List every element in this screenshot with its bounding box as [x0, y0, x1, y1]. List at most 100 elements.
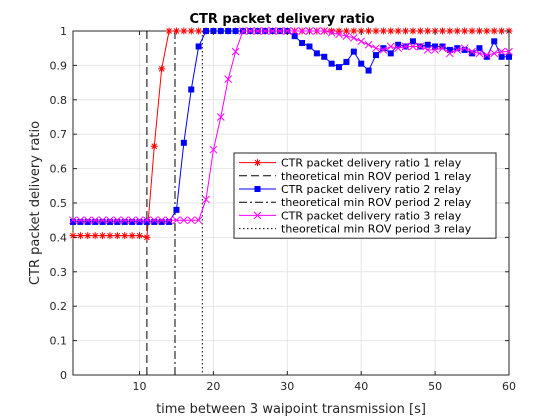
data-point-0-7	[121, 232, 129, 240]
data-point-0-41	[372, 27, 380, 35]
data-point-0-36	[335, 27, 343, 35]
data-point-4-27	[268, 27, 277, 35]
data-point-2-31	[299, 40, 306, 47]
data-point-4-36	[335, 30, 343, 39]
data-point-4-39	[357, 37, 366, 46]
y-tick-label-7: 0.7	[50, 128, 68, 141]
series-line-4	[73, 30, 509, 221]
data-point-2-21	[225, 28, 232, 34]
data-point-4-35	[327, 28, 336, 37]
data-point-4-0	[69, 216, 77, 225]
data-point-4-57	[490, 49, 499, 58]
data-point-2-56	[483, 53, 490, 60]
chart-title: CTR packet delivery ratio	[189, 12, 374, 27]
data-point-4-2	[83, 216, 92, 225]
data-point-0-3	[91, 232, 99, 240]
data-point-4-58	[497, 47, 506, 56]
x-tick-label-5: 60	[502, 380, 516, 393]
data-point-2-35	[328, 60, 335, 67]
data-point-4-23	[239, 27, 247, 35]
y-tick-label-3: 0.3	[50, 266, 68, 279]
data-point-4-18	[202, 195, 210, 204]
y-tick-label-6: 0.6	[50, 163, 68, 176]
data-point-2-57	[491, 38, 498, 45]
data-point-4-45	[401, 42, 410, 51]
data-point-2-2	[84, 218, 91, 225]
data-point-2-36	[336, 64, 343, 71]
data-point-0-54	[468, 27, 476, 35]
y-axis-label: CTR packet delivery ratio	[28, 121, 43, 285]
data-point-4-6	[113, 216, 122, 225]
data-point-0-14	[172, 27, 180, 35]
data-point-4-41	[372, 44, 380, 53]
data-point-4-22	[231, 47, 240, 56]
data-point-2-11	[151, 218, 158, 225]
data-point-2-46	[409, 38, 416, 45]
data-point-0-53	[461, 27, 469, 35]
data-point-4-49	[431, 46, 439, 54]
data-point-2-30	[291, 33, 298, 40]
data-point-0-0	[69, 232, 77, 240]
data-point-2-48	[424, 41, 431, 48]
data-point-4-8	[128, 216, 136, 225]
data-point-0-8	[128, 232, 136, 240]
data-point-2-16	[188, 86, 195, 93]
data-point-2-32	[306, 43, 313, 50]
x-tick-label-4: 50	[428, 380, 442, 393]
data-point-2-54	[469, 50, 476, 57]
axis-ticks: 10 20 30 40 50 60 0 0.1 0.2 0.3 0.4 0.5 0.6 0.7 0.8 0.9…	[50, 25, 517, 393]
data-point-2-12	[158, 218, 165, 225]
data-point-0-5	[106, 232, 114, 240]
y-tick-label-0: 0	[60, 369, 67, 382]
data-point-4-20	[216, 113, 225, 121]
data-point-2-10	[143, 218, 150, 225]
data-point-4-16	[187, 216, 196, 225]
data-point-2-20	[217, 28, 224, 34]
data-point-0-48	[424, 27, 432, 35]
data-point-2-14	[173, 206, 180, 213]
y-tick-label-2: 0.2	[50, 300, 68, 313]
series-layer	[69, 27, 513, 241]
x-tick-label-2: 30	[280, 380, 294, 393]
data-point-4-50	[438, 44, 447, 53]
data-point-0-11	[150, 142, 158, 150]
data-point-4-47	[416, 42, 425, 51]
data-point-4-3	[91, 216, 100, 225]
data-point-2-41	[372, 52, 379, 59]
data-point-2-7	[121, 218, 128, 225]
data-point-2-9	[136, 218, 143, 225]
data-point-0-47	[416, 27, 424, 35]
data-point-0-17	[195, 27, 203, 35]
data-point-0-55	[475, 27, 483, 35]
data-point-2-53	[461, 46, 468, 53]
data-point-4-42	[379, 46, 388, 54]
data-point-4-5	[106, 216, 114, 225]
data-point-0-12	[158, 65, 166, 73]
data-point-0-51	[446, 27, 454, 35]
y-tick-label-5: 0.5	[50, 197, 68, 210]
legend-label-1: theoretical min ROV period 1 relay	[281, 170, 472, 183]
data-point-0-58	[498, 27, 506, 35]
data-point-4-7	[120, 216, 129, 225]
data-point-2-34	[321, 53, 328, 60]
legend-label-4: CTR packet delivery ratio 3 relay	[281, 209, 462, 222]
y-tick-label-1: 0.1	[50, 335, 68, 348]
data-point-2-0	[70, 218, 76, 225]
data-point-4-17	[194, 216, 203, 225]
data-point-4-1	[76, 216, 85, 225]
legend-item-1: theoretical min ROV period 1 relay	[239, 170, 472, 183]
data-point-0-46	[409, 27, 417, 35]
data-point-4-52	[453, 46, 462, 54]
data-point-2-37	[343, 58, 350, 65]
data-point-4-9	[135, 216, 144, 225]
data-point-4-14	[172, 216, 181, 225]
data-point-4-55	[475, 49, 484, 58]
data-point-4-31	[298, 27, 306, 35]
data-point-0-40	[365, 27, 373, 35]
data-point-4-24	[246, 27, 255, 35]
data-point-4-28	[276, 27, 284, 35]
data-point-4-4	[98, 216, 107, 225]
data-point-2-3	[92, 218, 99, 225]
data-point-4-59	[505, 47, 513, 56]
threshold-lines	[146, 31, 203, 375]
